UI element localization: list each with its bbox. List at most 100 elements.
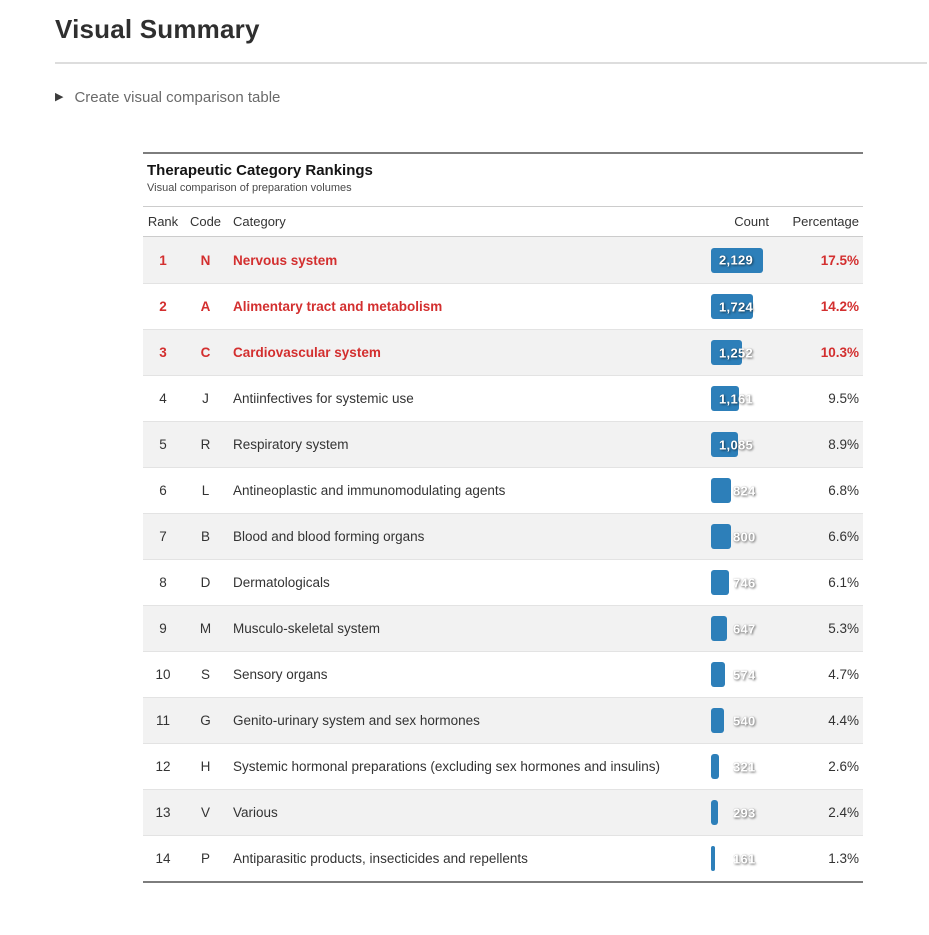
count-cell: 161 bbox=[703, 836, 775, 881]
count-label: 540 bbox=[733, 713, 756, 728]
disclosure-label: Create visual comparison table bbox=[74, 89, 281, 106]
disclosure-create-visual-comparison-table[interactable]: ▶ Create visual comparison table bbox=[55, 89, 280, 106]
count-bar bbox=[711, 616, 727, 641]
category-cell: Dermatologicals bbox=[233, 575, 330, 590]
rank-cell: 4 bbox=[159, 391, 167, 406]
count-label: 1,161 bbox=[719, 391, 754, 406]
count-cell: 800 bbox=[703, 514, 775, 559]
column-header-code: Code bbox=[189, 214, 222, 229]
count-bar bbox=[711, 478, 732, 503]
category-cell: Genito-urinary system and sex hormones bbox=[233, 713, 480, 728]
column-header-category: Category bbox=[233, 214, 286, 229]
category-cell: Blood and blood forming organs bbox=[233, 529, 425, 544]
column-header-count: Count bbox=[734, 214, 769, 229]
count-cell: 321 bbox=[703, 744, 775, 789]
table-row: 1 N Nervous system 2,129 17.5% bbox=[143, 237, 863, 283]
percentage-cell: 10.3% bbox=[820, 345, 859, 360]
count-label: 574 bbox=[733, 667, 756, 682]
count-bar bbox=[711, 662, 726, 687]
percentage-cell: 17.5% bbox=[820, 252, 859, 268]
count-bar bbox=[711, 570, 730, 595]
count-cell: 647 bbox=[703, 606, 775, 651]
code-cell: G bbox=[200, 713, 211, 728]
count-label: 1,252 bbox=[719, 345, 754, 360]
count-bar bbox=[711, 800, 719, 825]
count-cell: 1,085 bbox=[703, 422, 775, 467]
table-row: 5 R Respiratory system 1,085 8.9% bbox=[143, 421, 863, 467]
count-bar bbox=[711, 754, 719, 779]
rank-cell: 3 bbox=[159, 345, 167, 360]
count-label: 1,085 bbox=[719, 437, 754, 452]
rank-cell: 10 bbox=[155, 667, 171, 682]
code-cell: C bbox=[200, 345, 211, 360]
count-cell: 540 bbox=[703, 698, 775, 743]
table-row: 3 C Cardiovascular system 1,252 10.3% bbox=[143, 329, 863, 375]
count-bar bbox=[711, 708, 725, 733]
count-bar bbox=[711, 432, 738, 457]
percentage-cell: 6.1% bbox=[828, 575, 859, 590]
count-label: 647 bbox=[733, 621, 756, 636]
count-label: 746 bbox=[733, 575, 756, 590]
count-bar bbox=[711, 524, 731, 549]
column-header-rank: Rank bbox=[147, 214, 179, 229]
category-cell: Antineoplastic and immunomodulating agen… bbox=[233, 483, 506, 498]
count-label: 161 bbox=[733, 851, 756, 866]
percentage-cell: 6.6% bbox=[828, 529, 859, 544]
table-row: 14 P Antiparasitic products, insecticides … bbox=[143, 835, 863, 881]
rank-cell: 6 bbox=[159, 483, 167, 498]
table-header-row: Rank Code Category Count Percentage bbox=[143, 206, 863, 237]
table-row: 12 H Systemic hormonal preparations (exclu… bbox=[143, 743, 863, 789]
table-row: 2 A Alimentary tract and metabolism 1,724 14… bbox=[143, 283, 863, 329]
rank-cell: 11 bbox=[155, 713, 170, 728]
count-cell: 824 bbox=[703, 468, 775, 513]
percentage-cell: 4.7% bbox=[828, 667, 859, 682]
count-cell: 746 bbox=[703, 560, 775, 605]
table-row: 6 L Antineoplastic and immunomodulating ag… bbox=[143, 467, 863, 513]
rank-cell: 1 bbox=[159, 252, 167, 268]
table-row: 8 D Dermatologicals 746 6.1% bbox=[143, 559, 863, 605]
rank-cell: 5 bbox=[159, 437, 167, 452]
code-cell: J bbox=[202, 391, 209, 406]
count-bar bbox=[711, 247, 763, 273]
percentage-cell: 6.8% bbox=[828, 483, 859, 498]
code-cell: V bbox=[200, 805, 210, 820]
rankings-card: Therapeutic Category Rankings Visual com… bbox=[143, 152, 863, 883]
category-cell: Nervous system bbox=[233, 252, 338, 268]
table-row: 7 B Blood and blood forming organs 800 6.6% bbox=[143, 513, 863, 559]
count-label: 824 bbox=[733, 483, 756, 498]
code-cell: R bbox=[200, 437, 211, 452]
percentage-cell: 1.3% bbox=[828, 851, 859, 866]
table-row: 11 G Genito-urinary system and sex hormone… bbox=[143, 697, 863, 743]
count-cell: 1,161 bbox=[703, 376, 775, 421]
percentage-cell: 5.3% bbox=[828, 621, 859, 636]
code-cell: H bbox=[200, 759, 211, 774]
category-cell: Antiparasitic products, insecticides and… bbox=[233, 851, 528, 866]
percentage-cell: 8.9% bbox=[828, 437, 859, 452]
code-cell: M bbox=[199, 621, 212, 636]
category-cell: Cardiovascular system bbox=[233, 345, 381, 360]
code-cell: S bbox=[200, 667, 210, 682]
column-header-percentage: Percentage bbox=[792, 214, 860, 229]
percentage-cell: 2.4% bbox=[828, 805, 859, 820]
page: Visual Summary ▶ Create visual compariso… bbox=[0, 14, 929, 935]
code-cell: N bbox=[200, 252, 211, 268]
count-bar bbox=[711, 340, 742, 365]
disclosure-triangle-icon: ▶ bbox=[55, 91, 64, 103]
code-cell: A bbox=[200, 299, 211, 314]
count-label: 800 bbox=[733, 529, 756, 544]
card-title: Therapeutic Category Rankings bbox=[147, 162, 373, 179]
count-bar bbox=[711, 846, 715, 871]
code-cell: L bbox=[201, 483, 210, 498]
count-cell: 1,252 bbox=[703, 330, 775, 375]
category-cell: Systemic hormonal preparations (excludin… bbox=[233, 759, 660, 774]
table-body: 1 N Nervous system 2,129 17.5% 2 A Alimentary t… bbox=[143, 237, 863, 881]
rank-cell: 7 bbox=[159, 529, 167, 544]
table-row: 13 V Various 293 2.4% bbox=[143, 789, 863, 835]
category-cell: Musculo-skeletal system bbox=[233, 621, 381, 636]
rank-cell: 2 bbox=[159, 299, 167, 314]
rank-cell: 9 bbox=[159, 621, 167, 636]
count-label: 293 bbox=[733, 805, 756, 820]
rank-cell: 8 bbox=[159, 575, 167, 590]
percentage-cell: 9.5% bbox=[828, 391, 859, 406]
header-divider bbox=[55, 62, 927, 64]
